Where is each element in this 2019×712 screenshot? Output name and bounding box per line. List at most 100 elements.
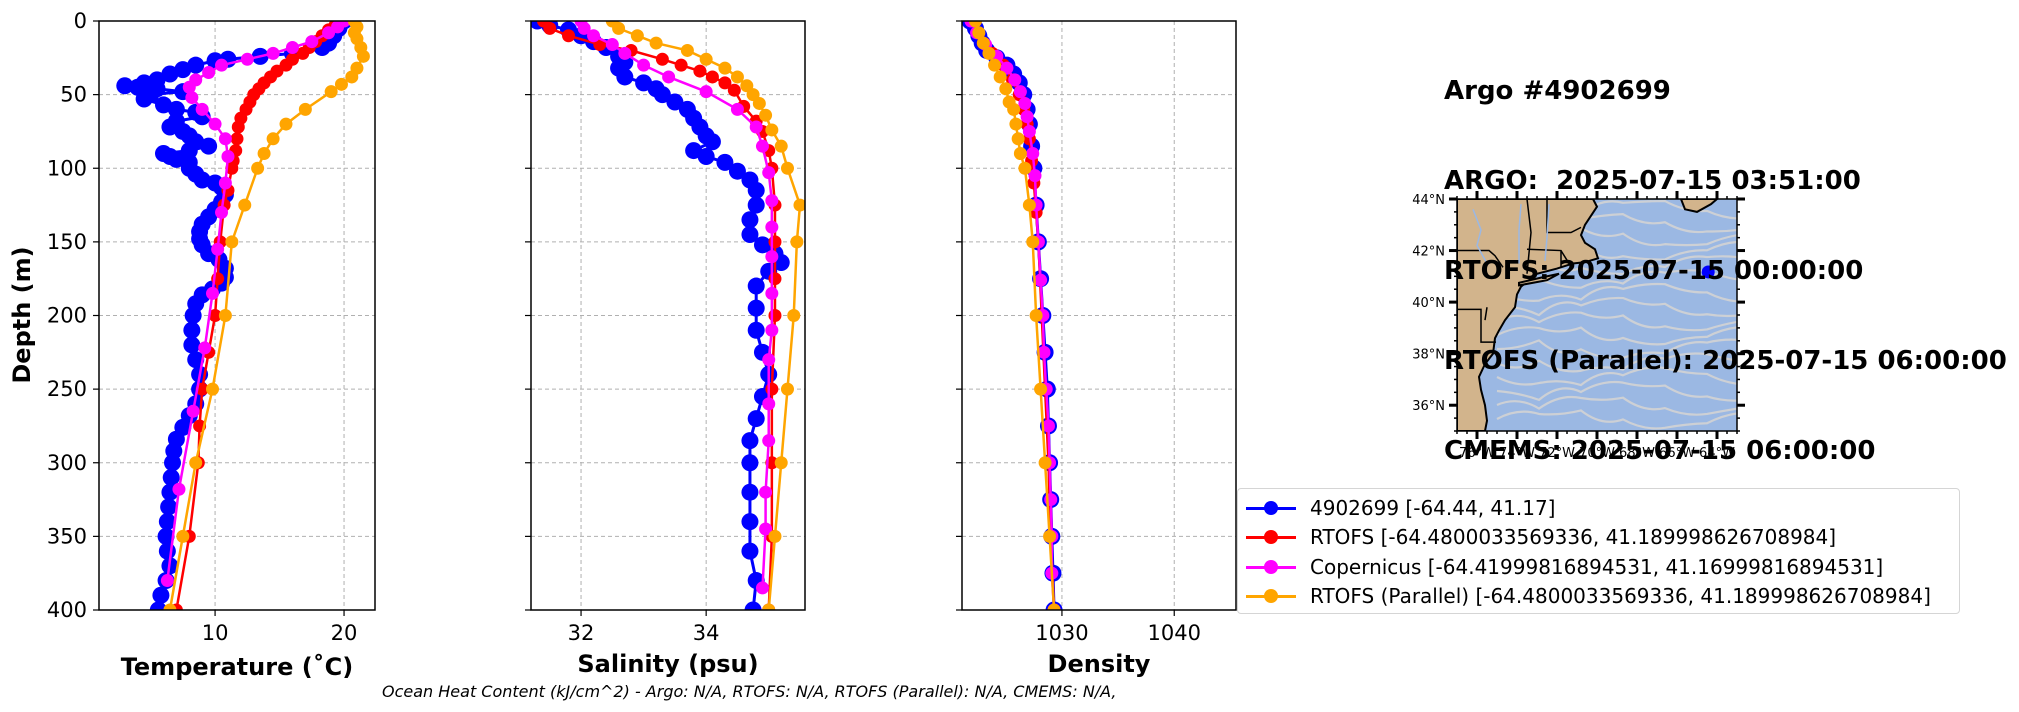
data-point: [662, 70, 676, 84]
x-tick-label: 1040: [1148, 621, 1201, 645]
map-lon-label: 68°W: [1619, 446, 1655, 461]
data-point: [135, 90, 153, 108]
data-point: [167, 100, 185, 118]
data-point: [200, 137, 218, 155]
data-point: [208, 309, 222, 322]
data-point: [753, 236, 771, 254]
data-point: [741, 483, 759, 501]
data-point: [322, 26, 336, 40]
data-point: [324, 85, 338, 99]
data-point: [765, 194, 779, 208]
series-group: [962, 21, 1063, 610]
series-group: [531, 21, 805, 610]
data-point: [1022, 124, 1036, 138]
data-point: [793, 198, 805, 212]
map-lon-label: 66°W: [1659, 446, 1695, 461]
state-border: [1546, 199, 1582, 234]
data-point: [193, 171, 211, 189]
state-border: [1484, 307, 1488, 321]
data-point: [741, 226, 759, 244]
map-lat-label: 44°N: [1412, 193, 1445, 208]
panel-salinity: 32 34 Salinity (psu): [525, 20, 806, 678]
data-point: [759, 108, 773, 122]
series-copernicus: [160, 21, 351, 588]
data-point: [215, 205, 229, 219]
series-group: [116, 21, 370, 610]
state-border: [1457, 249, 1504, 268]
data-point: [266, 46, 280, 60]
streamline: [1496, 296, 1737, 318]
data-point: [187, 351, 205, 369]
data-point: [762, 397, 776, 411]
legend-label: RTOFS (Parallel) [-64.4800033569336, 41.…: [1310, 584, 1931, 609]
data-point: [1029, 309, 1043, 322]
data-point: [1047, 603, 1061, 610]
data-point: [774, 456, 788, 470]
data-point: [202, 66, 216, 80]
data-point: [186, 404, 200, 418]
float-info-block: Argo #4902699 ARGO: 2025-07-15 03:51:00 …: [1444, 16, 2007, 496]
info-title: Argo #4902699: [1444, 76, 1671, 106]
data-point: [968, 21, 982, 28]
data-point: [176, 529, 190, 543]
data-point: [162, 468, 180, 486]
state-border: [1457, 308, 1496, 343]
data-point: [666, 93, 684, 111]
data-point: [653, 86, 671, 104]
land-long-island: [1518, 272, 1560, 287]
data-point: [334, 77, 348, 91]
legend-marker-icon: [1246, 498, 1296, 518]
data-point: [755, 139, 769, 153]
legend-item: 4902699 [-64.44, 41.17]: [1238, 493, 1959, 523]
map-lat-label: 40°N: [1412, 296, 1445, 311]
x-tick-label: 34: [693, 621, 720, 645]
data-point: [1034, 273, 1048, 287]
data-point: [161, 65, 179, 83]
data-point: [152, 586, 170, 604]
panel-density: 1030 1040 Density: [956, 20, 1237, 678]
map-lat-label: 38°N: [1412, 348, 1445, 363]
data-point: [988, 58, 1002, 72]
series-line: [611, 21, 802, 610]
streamline: [1496, 282, 1737, 303]
streamline: [1496, 338, 1737, 360]
data-point: [174, 61, 192, 79]
data-point: [1000, 61, 1014, 75]
data-point: [755, 581, 769, 595]
data-point: [218, 132, 232, 146]
map-lon-label: 64°W: [1699, 446, 1735, 461]
profile-panels: 10 20050100150200250300350400Temperature …: [47, 9, 1237, 681]
data-point: [741, 432, 759, 450]
data-point: [1007, 102, 1021, 116]
map-lat-label: 36°N: [1412, 399, 1445, 414]
data-point: [630, 29, 644, 43]
data-point: [741, 454, 759, 472]
data-point: [618, 46, 632, 60]
data-point: [1013, 147, 1027, 161]
data-point: [1011, 132, 1025, 146]
data-point: [705, 70, 719, 84]
data-point: [730, 102, 744, 116]
data-point: [765, 323, 779, 337]
data-point: [218, 176, 232, 190]
info-argo-time: ARGO: 2025-07-15 03:51:00: [1444, 166, 1861, 196]
series-copernicus: [574, 21, 779, 595]
data-point: [730, 70, 744, 84]
streamline: [1496, 409, 1737, 430]
data-point: [215, 58, 229, 72]
data-point: [205, 286, 219, 300]
data-point: [205, 382, 219, 396]
x-tick-label: 1030: [1035, 621, 1088, 645]
data-point: [160, 574, 174, 588]
y-tick-label: 250: [47, 377, 87, 401]
data-point: [612, 21, 626, 35]
info-cmems-time: CMEMS: 2025-07-15 06:00:00: [1444, 436, 1876, 466]
data-point: [240, 52, 254, 66]
data-point: [765, 286, 779, 300]
data-point: [655, 52, 669, 66]
data-point: [577, 21, 591, 35]
data-point: [225, 235, 239, 249]
data-point: [752, 96, 766, 110]
data-point: [1018, 161, 1032, 175]
data-point: [187, 56, 205, 74]
